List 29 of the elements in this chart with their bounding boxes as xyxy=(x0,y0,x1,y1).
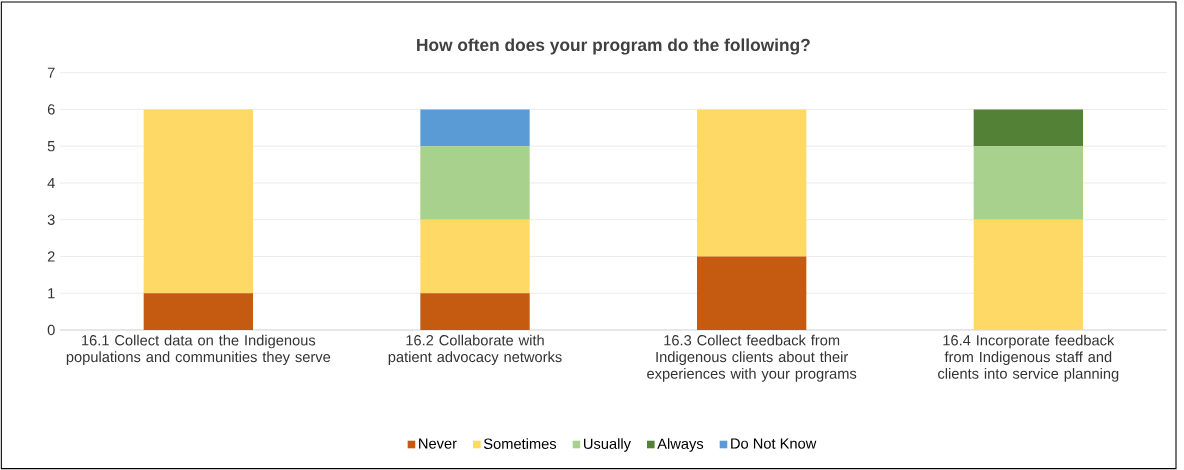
x-tick-label: 16.4 Incorporate feedback from Indigenous staff and clients into service planning xyxy=(938,334,1119,382)
legend-label: Sometimes xyxy=(483,438,557,449)
bar xyxy=(143,109,254,294)
bar xyxy=(973,219,1083,330)
x-tick-label: 16.1 Collect data on the Indigenous populations and communities they serve xyxy=(66,334,331,366)
y-tick-label: 1 xyxy=(48,288,55,299)
bar xyxy=(143,293,254,330)
bar xyxy=(420,293,530,330)
y-tick-label: 4 xyxy=(47,177,55,188)
bar xyxy=(420,219,530,294)
bar xyxy=(697,256,807,330)
bar xyxy=(420,146,530,220)
y-tick-label: 0 xyxy=(47,324,55,336)
legend-label: Always xyxy=(657,438,704,452)
bar xyxy=(973,109,1083,147)
legend-label: Never xyxy=(419,438,457,449)
bar xyxy=(697,109,807,257)
y-tick-label: 5 xyxy=(47,141,55,152)
chart-title: How often does your program do the following? xyxy=(417,38,810,55)
y-tick-label: 3 xyxy=(47,214,55,225)
legend-label: Do Not Know xyxy=(731,438,817,449)
y-tick-label: 2 xyxy=(47,251,55,262)
y-tick-label: 6 xyxy=(47,104,55,115)
x-tick-label: 16.3 Collect feedback from Indigenous clients about their experiences with your programs xyxy=(647,334,857,382)
y-tick-label: 7 xyxy=(47,67,55,78)
x-tick-label: 16.2 Collaborate with patient advocacy networks xyxy=(388,334,562,366)
bar xyxy=(420,109,530,147)
bar xyxy=(973,146,1083,220)
legend-label: Usually xyxy=(584,438,631,452)
